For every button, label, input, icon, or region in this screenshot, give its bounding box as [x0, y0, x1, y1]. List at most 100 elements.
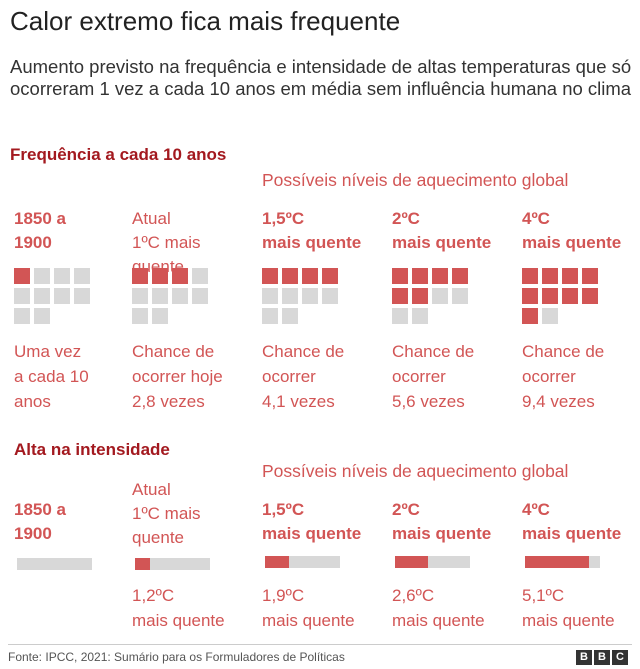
- waffle-square-filled: [392, 288, 408, 304]
- waffle-square-empty: [412, 308, 428, 324]
- waffle-square-empty: [392, 308, 408, 324]
- intensity-bar-fill: [135, 558, 150, 570]
- waffle-square-filled: [542, 268, 558, 284]
- frequency-description: ocorrer: [522, 367, 576, 386]
- waffle-square-filled: [432, 268, 448, 284]
- column-label: mais quente: [392, 524, 492, 543]
- frequency-description: Chance de: [262, 342, 345, 361]
- frequency-description: Chance de: [522, 342, 605, 361]
- frequency-description: Chance de: [132, 342, 215, 361]
- intensity-description: 2,6ºC: [392, 586, 435, 605]
- frequency-description: ocorrer: [392, 367, 446, 386]
- column-label: 1850 a: [14, 500, 66, 519]
- column-label: 1,5ºC: [262, 209, 305, 228]
- intensity-bar-fill: [265, 556, 289, 568]
- waffle-square-empty: [152, 288, 168, 304]
- column-label: 4ºC: [522, 500, 550, 519]
- waffle-square-filled: [522, 268, 538, 284]
- column-label: 2ºC: [392, 500, 420, 519]
- waffle-square-filled: [412, 288, 428, 304]
- chart-title: Calor extremo fica mais frequente: [10, 6, 401, 36]
- waffle-square-empty: [74, 268, 90, 284]
- column-label: Atual: [132, 209, 171, 228]
- waffle-square-empty: [152, 308, 168, 324]
- waffle-square-filled: [522, 288, 538, 304]
- waffle-square-empty: [192, 268, 208, 284]
- waffle-grid: [132, 268, 220, 324]
- waffle-square-filled: [452, 268, 468, 284]
- column-label: 1850 a: [14, 209, 66, 228]
- column-label: 1,5ºC: [262, 500, 305, 519]
- waffle-square-filled: [172, 268, 188, 284]
- column-label: 1ºC mais: [132, 233, 201, 252]
- frequency-description: ocorrer hoje: [132, 367, 223, 386]
- bbc-logo-block-2: B: [594, 650, 610, 665]
- frequency-description: anos: [14, 392, 51, 411]
- waffle-square-empty: [542, 308, 558, 324]
- frequency-description: 5,6 vezes: [392, 392, 465, 411]
- column-label: Atual: [132, 480, 171, 499]
- waffle-square-empty: [54, 268, 70, 284]
- section-title-frequency: Frequência a cada 10 anos: [10, 145, 227, 164]
- column-label: 2ºC: [392, 209, 420, 228]
- waffle-square-filled: [282, 268, 298, 284]
- intensity-description: 5,1ºC: [522, 586, 565, 605]
- intensity-description: 1,2ºC: [132, 586, 175, 605]
- waffle-square-empty: [172, 288, 188, 304]
- waffle-square-empty: [132, 288, 148, 304]
- intensity-bar-track: [395, 556, 470, 568]
- intensity-bar-track: [135, 558, 210, 570]
- waffle-square-filled: [522, 308, 538, 324]
- waffle-square-empty: [34, 308, 50, 324]
- column-label: mais quente: [522, 233, 622, 252]
- waffle-square-empty: [34, 268, 50, 284]
- bbc-logo-block-1: B: [576, 650, 592, 665]
- column-label: 1900: [14, 233, 52, 252]
- column-label: 1900: [14, 524, 52, 543]
- intensity-description: mais quente: [262, 611, 355, 630]
- waffle-square-empty: [132, 308, 148, 324]
- waffle-grid: [262, 268, 350, 324]
- intensity-bar-fill: [525, 556, 589, 568]
- waffle-square-empty: [74, 288, 90, 304]
- waffle-square-filled: [542, 288, 558, 304]
- waffle-square-filled: [562, 268, 578, 284]
- waffle-square-empty: [14, 308, 30, 324]
- waffle-square-filled: [152, 268, 168, 284]
- intensity-bar-track: [17, 558, 92, 570]
- column-label: quente: [132, 528, 184, 547]
- waffle-square-filled: [562, 288, 578, 304]
- column-label: mais quente: [262, 524, 362, 543]
- frequency-description: 9,4 vezes: [522, 392, 595, 411]
- waffle-square-empty: [192, 288, 208, 304]
- intensity-bar-track: [265, 556, 340, 568]
- waffle-grid: [392, 268, 480, 324]
- intensity-description: mais quente: [392, 611, 485, 630]
- waffle-square-filled: [392, 268, 408, 284]
- waffle-square-filled: [132, 268, 148, 284]
- waffle-grid: [14, 268, 102, 324]
- waffle-square-empty: [262, 288, 278, 304]
- column-label: mais quente: [392, 233, 492, 252]
- waffle-square-filled: [412, 268, 428, 284]
- waffle-grid: [522, 268, 610, 324]
- bbc-logo-block-3: C: [612, 650, 628, 665]
- frequency-description: Uma vez: [14, 342, 82, 361]
- waffle-square-filled: [582, 268, 598, 284]
- frequency-description: Chance de: [392, 342, 475, 361]
- warming-levels-heading-intensity: Possíveis níveis de aquecimento global: [262, 461, 569, 481]
- column-label: 4ºC: [522, 209, 550, 228]
- column-label: mais quente: [522, 524, 622, 543]
- waffle-square-empty: [302, 288, 318, 304]
- waffle-square-empty: [34, 288, 50, 304]
- waffle-square-empty: [322, 288, 338, 304]
- waffle-square-empty: [452, 288, 468, 304]
- bbc-logo: B B C: [576, 650, 628, 665]
- frequency-description: a cada 10: [14, 367, 89, 386]
- waffle-square-empty: [432, 288, 448, 304]
- column-label: mais quente: [262, 233, 362, 252]
- waffle-square-empty: [282, 308, 298, 324]
- frequency-description: 2,8 vezes: [132, 392, 205, 411]
- column-label: 1ºC mais: [132, 504, 201, 523]
- source-note: Fonte: IPCC, 2021: Sumário para os Formu…: [8, 650, 345, 664]
